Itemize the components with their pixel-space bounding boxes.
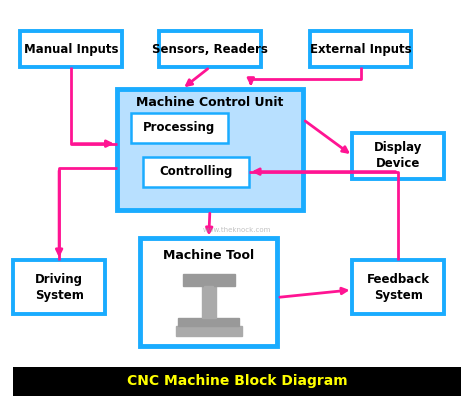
FancyBboxPatch shape — [13, 367, 461, 397]
FancyBboxPatch shape — [131, 113, 228, 143]
Text: Processing: Processing — [143, 122, 215, 134]
FancyBboxPatch shape — [117, 89, 303, 211]
Text: Feedback
System: Feedback System — [367, 273, 430, 302]
FancyBboxPatch shape — [13, 260, 105, 314]
Text: Machine Tool: Machine Tool — [163, 249, 254, 261]
FancyBboxPatch shape — [353, 133, 444, 178]
Text: Machine Control Unit: Machine Control Unit — [136, 96, 283, 109]
FancyBboxPatch shape — [353, 260, 444, 314]
FancyBboxPatch shape — [159, 31, 261, 67]
Bar — [178, 318, 239, 326]
FancyBboxPatch shape — [140, 238, 277, 346]
Text: Display
Device: Display Device — [374, 141, 423, 170]
Text: Controlling: Controlling — [159, 165, 232, 178]
FancyBboxPatch shape — [310, 31, 411, 67]
Bar — [204, 286, 213, 299]
Bar — [183, 274, 235, 286]
Text: CNC Machine Block Diagram: CNC Machine Block Diagram — [127, 374, 347, 388]
Text: Manual Inputs: Manual Inputs — [24, 43, 118, 56]
FancyBboxPatch shape — [143, 157, 249, 186]
Bar — [201, 284, 216, 318]
Text: Driving
System: Driving System — [35, 273, 83, 302]
Text: Sensors, Readers: Sensors, Readers — [152, 43, 268, 56]
Text: www.theknock.com: www.theknock.com — [203, 227, 271, 233]
Text: External Inputs: External Inputs — [310, 43, 411, 56]
Bar — [176, 326, 242, 336]
FancyBboxPatch shape — [20, 31, 121, 67]
